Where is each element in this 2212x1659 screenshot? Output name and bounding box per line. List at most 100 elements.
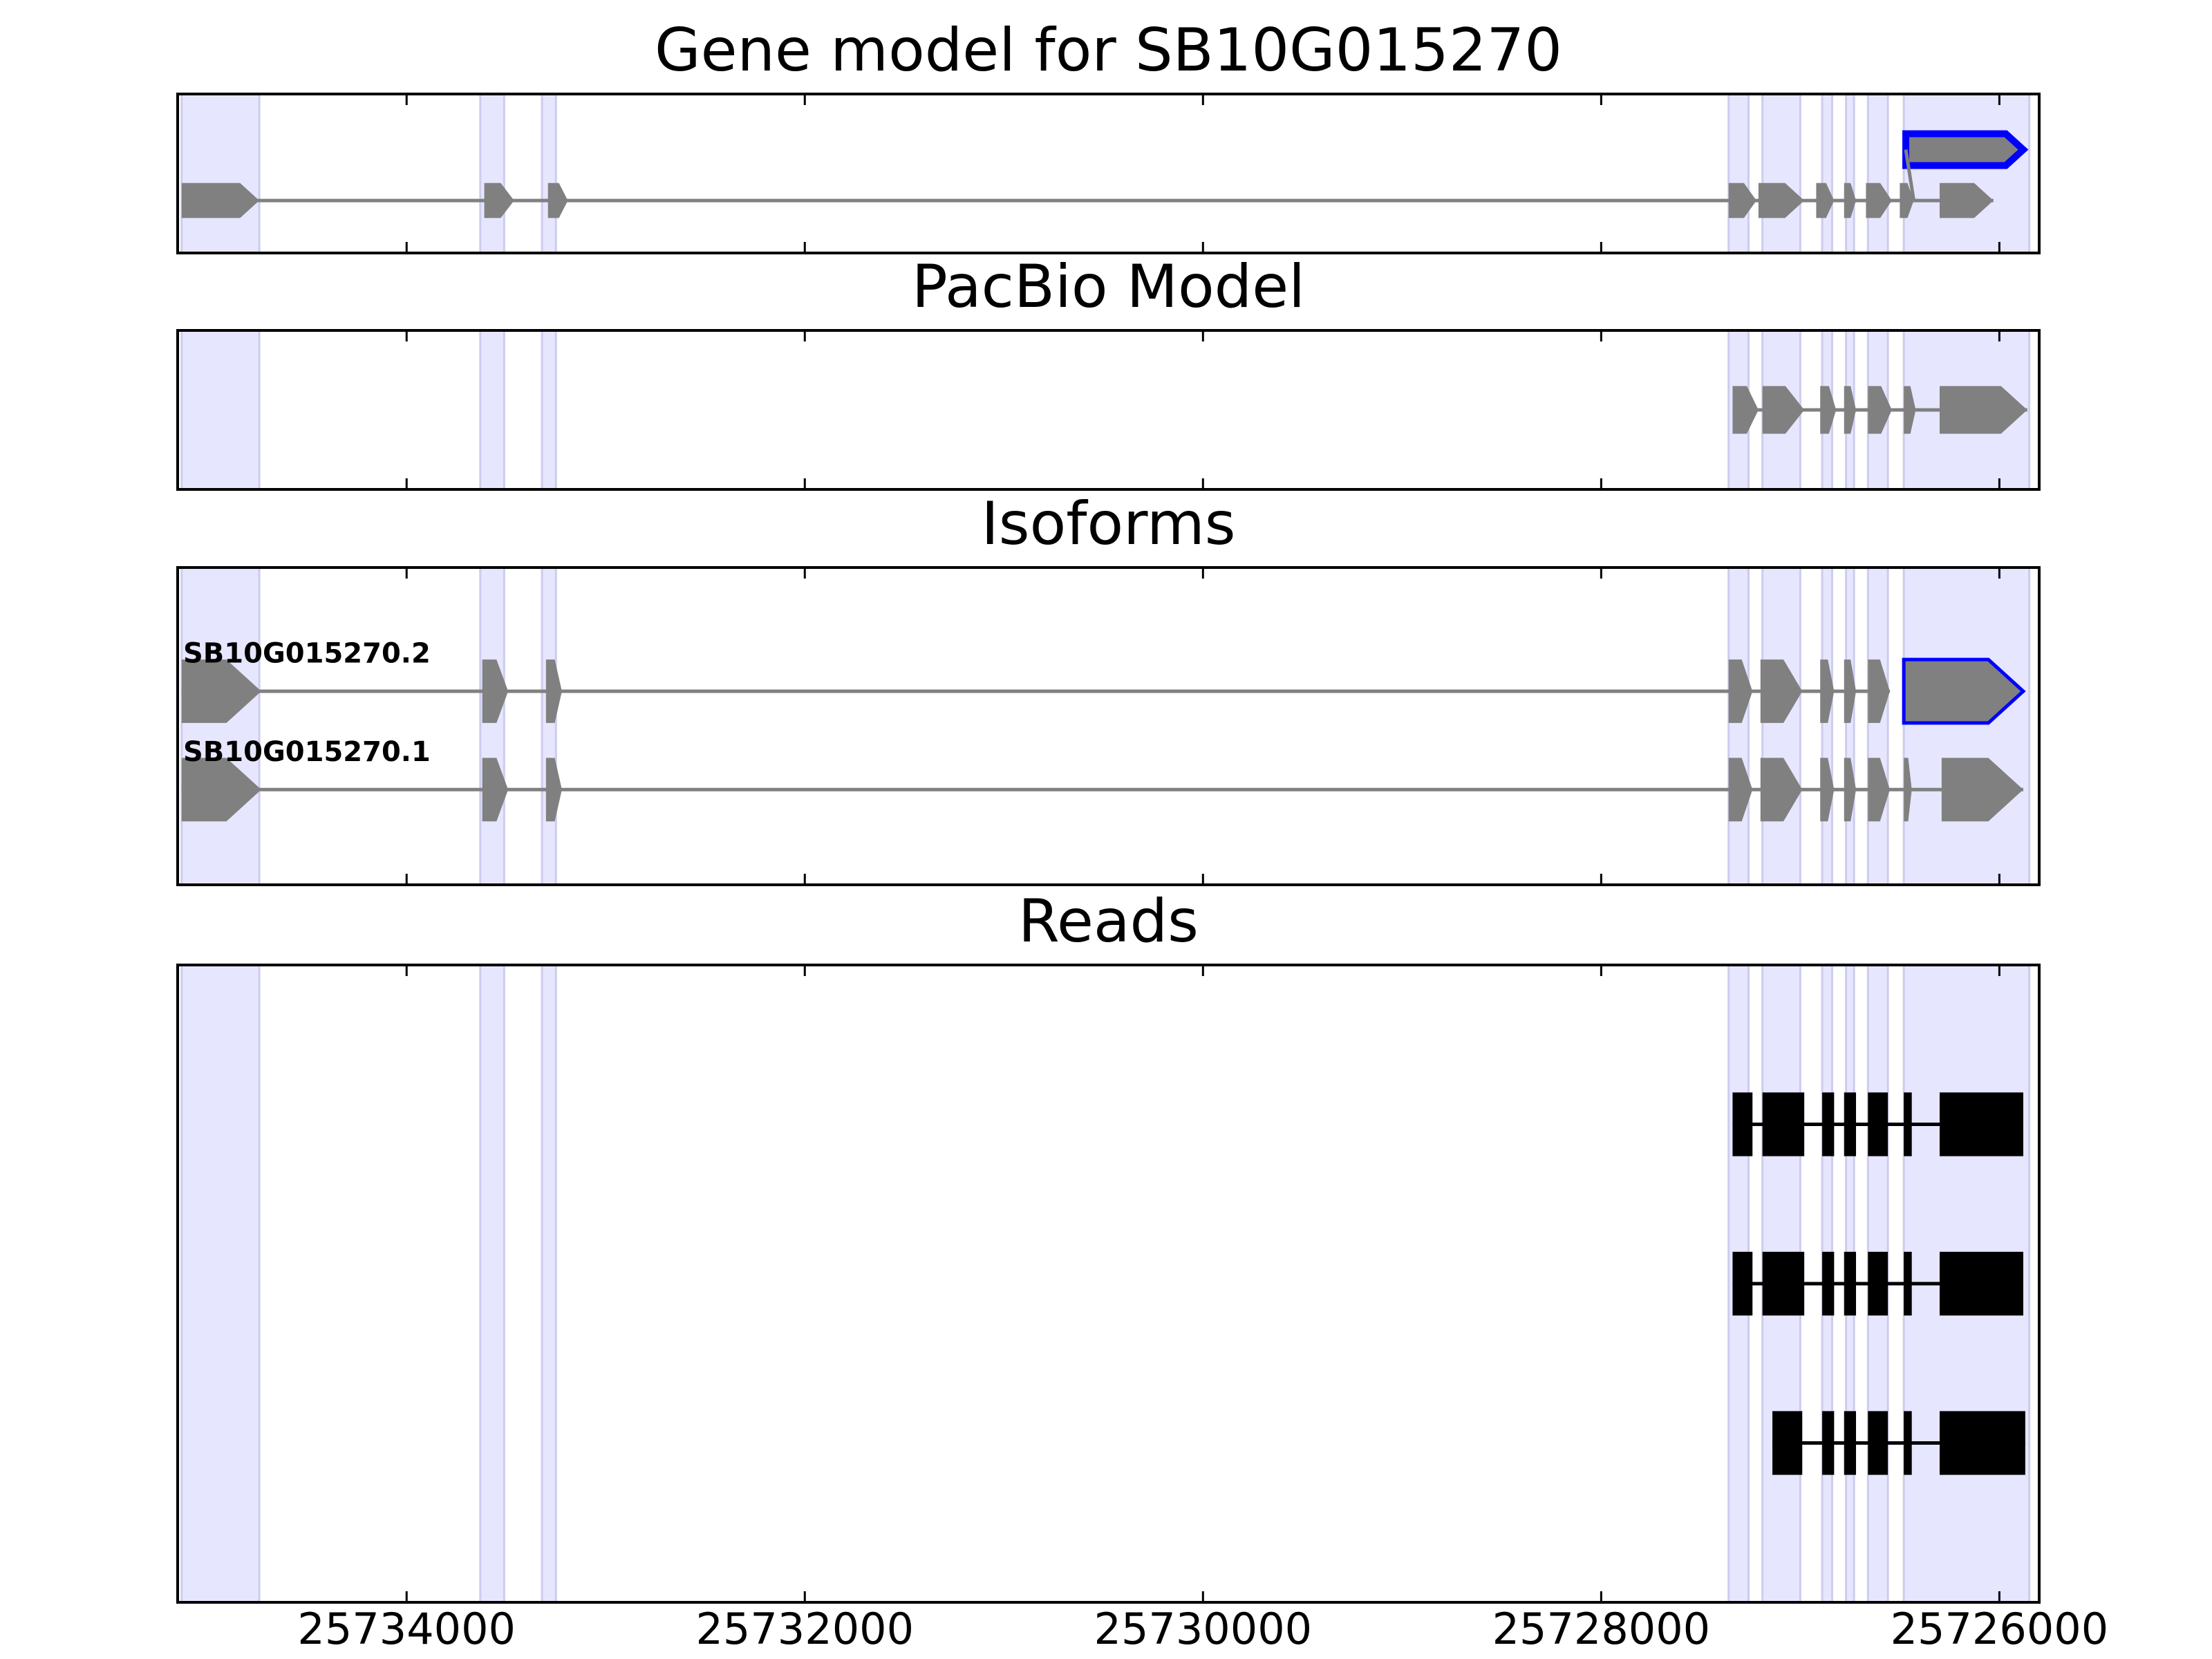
exon: [1760, 758, 1803, 822]
read-block: [1868, 1092, 1888, 1156]
exon: [1868, 386, 1892, 434]
highlight-band: [1866, 93, 1889, 254]
panel-frame: [176, 329, 2041, 491]
highlight-band: [180, 566, 261, 886]
exon: [1728, 659, 1753, 723]
highlight-band: [541, 964, 557, 1604]
read-block: [1844, 1411, 1857, 1475]
read-block: [1868, 1251, 1888, 1316]
exon: [1844, 182, 1857, 218]
highlight-band: [541, 329, 557, 491]
exon: [545, 659, 562, 723]
panel-frame: [176, 93, 2041, 254]
exon: [1939, 386, 2027, 434]
read-block: [1844, 1092, 1857, 1156]
panel-2: Isoforms SB10G015270.2 SB10G015270.1: [176, 489, 2041, 886]
read-block: [1732, 1092, 1753, 1156]
read-block: [1822, 1092, 1835, 1156]
highlight-band: [180, 964, 261, 1604]
exon: [181, 659, 261, 723]
exon: [1941, 758, 2023, 822]
highlight-band: [1821, 93, 1833, 254]
exon: [1844, 386, 1857, 434]
read-block: [1939, 1411, 2025, 1475]
highlight-band: [541, 93, 557, 254]
isoform-label: SB10G015270.1: [183, 736, 431, 768]
highlight-band: [1761, 566, 1801, 886]
exon: [1904, 386, 1916, 434]
highlight-band: [1902, 566, 2031, 886]
highlight-band: [541, 566, 557, 886]
panel-0: Gene model for SB10G015270: [176, 16, 2041, 254]
panels: Gene model for SB10G015270 PacBio Model Is…: [176, 16, 2041, 1604]
highlight-band: [1845, 566, 1855, 886]
highlight-band: [1727, 93, 1750, 254]
highlight-band: [1727, 566, 1750, 886]
read-block: [1822, 1411, 1835, 1475]
read-block: [1939, 1092, 2023, 1156]
highlight-band: [479, 964, 505, 1604]
panel-frame: [176, 566, 2041, 886]
read-block: [1868, 1411, 1888, 1475]
highlight-band: [1866, 566, 1889, 886]
read-block: [1772, 1411, 1803, 1475]
highlighted-exon: [1902, 130, 2029, 169]
x-tick-label: 25734000: [297, 1604, 516, 1654]
read-block: [1904, 1092, 1912, 1156]
x-tick-label: 25728000: [1492, 1604, 1711, 1654]
exon: [1868, 659, 1890, 723]
read-block: [1844, 1251, 1857, 1316]
highlight-band: [1902, 93, 2031, 254]
exon: [1939, 182, 1994, 218]
read-block: [1904, 1251, 1912, 1316]
exon: [181, 758, 261, 822]
highlight-band: [180, 329, 261, 491]
exon: [1758, 182, 1805, 218]
x-tick-label: 25730000: [1094, 1604, 1313, 1654]
exon: [1820, 659, 1835, 723]
read-block: [1904, 1411, 1912, 1475]
exon: [1760, 659, 1803, 723]
panel-frame: [176, 964, 2041, 1604]
exon: [1844, 758, 1857, 822]
exon: [484, 182, 514, 218]
highlight-band: [1821, 566, 1833, 886]
exon: [1868, 758, 1890, 822]
highlight-band: [479, 329, 505, 491]
exon: [1820, 758, 1835, 822]
isoform-label: SB10G015270.2: [183, 638, 431, 670]
panel-title: Isoforms: [981, 489, 1235, 559]
panel-title: Gene model for SB10G015270: [655, 16, 1562, 85]
highlight-band: [479, 566, 505, 886]
highlight-band: [1761, 93, 1801, 254]
exon: [547, 182, 568, 218]
highlight-band: [1845, 93, 1855, 254]
highlight-band: [479, 93, 505, 254]
highlight-band: [180, 93, 261, 254]
read-block: [1732, 1251, 1753, 1316]
read-block: [1762, 1092, 1805, 1156]
exon: [181, 182, 260, 218]
exon: [1732, 386, 1759, 434]
exon: [1728, 182, 1757, 218]
x-axis: 25734000 25732000 25730000 25728000 25726000: [297, 1604, 2108, 1654]
exon: [1900, 182, 1914, 218]
read-block: [1762, 1251, 1805, 1316]
connector-line: [1904, 149, 1916, 201]
read-block: [1939, 1251, 2023, 1316]
panel-3: Reads: [176, 887, 2041, 1604]
x-tick-label: 25726000: [1891, 1604, 2109, 1654]
panel-1: PacBio Model: [176, 252, 2041, 491]
x-tick-label: 25732000: [695, 1604, 914, 1654]
exon: [1866, 182, 1892, 218]
panel-title: PacBio Model: [912, 252, 1305, 321]
exon: [1820, 386, 1837, 434]
exon: [1816, 182, 1835, 218]
read-block: [1822, 1251, 1835, 1316]
highlighted-exon: [1902, 657, 2026, 725]
exon: [1844, 659, 1857, 723]
exon: [482, 758, 509, 822]
exon: [1728, 758, 1753, 822]
exon: [545, 758, 562, 822]
